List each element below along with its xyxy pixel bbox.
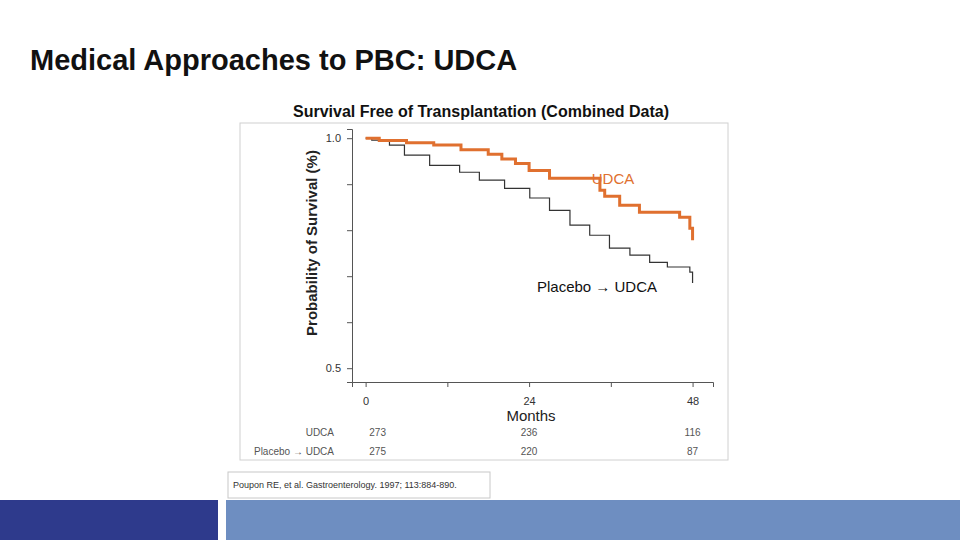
y-tick [347,230,352,231]
slide-title: Medical Approaches to PBC: UDCA [30,44,517,76]
x-tick-mark [366,382,367,387]
footer-dark [0,500,218,540]
y-axis: 0.5 1.0 [326,130,353,383]
slide: Medical Approaches to PBC: UDCA Survival … [0,0,960,540]
at-risk-row-label: UDCA [306,427,335,438]
at-risk-count: 275 [369,446,386,457]
y-axis-line [347,130,353,383]
y-tick [347,322,352,323]
chart-frame [240,123,728,460]
survival-curve [366,138,693,240]
y-tick-label: 1.0 [326,132,341,144]
x-tick-mark [529,382,530,387]
x-tick-label: 48 [687,395,699,407]
y-tick [347,184,352,185]
x-axis: 0 24 48 [353,382,714,407]
x-tick: 0 [363,382,369,407]
y-tick [347,276,352,277]
x-tick: 24 [523,382,535,407]
at-risk-count: 236 [521,427,538,438]
plot-area [366,138,693,283]
x-axis-title: Months [506,407,555,424]
survival-curve [366,138,693,283]
source-box [228,472,490,498]
x-tick-mark [447,382,448,387]
x-tick-label: 0 [363,395,369,407]
y-tick-mark [347,184,352,185]
at-risk-count: 116 [685,427,701,438]
at-risk-row-label: Placebo → UDCA [254,446,334,457]
y-tick-mark [347,230,352,231]
y-tick-mark [347,368,352,369]
x-tick [611,382,612,387]
x-axis-line [353,383,714,388]
at-risk-count: 220 [521,446,538,457]
y-tick-mark [347,322,352,323]
x-tick-label: 24 [523,395,535,407]
series-label: Placebo → UDCA [537,278,657,295]
source: Poupon RE, et al. Gastroenterology. 1997… [233,480,457,490]
y-tick-mark [347,138,352,139]
series-label: UDCA [592,170,635,187]
y-tick-mark [347,276,352,277]
y-tick: 0.5 [326,362,352,374]
footer-light [226,500,960,540]
at-risk-count: 273 [369,427,386,438]
at-risk-count: 87 [687,446,699,457]
y-tick: 1.0 [326,132,352,144]
y-tick-label: 0.5 [326,362,341,374]
chart-title: Survival Free of Transplantation (Combin… [293,103,669,120]
x-tick: 48 [687,382,699,407]
x-tick-mark [693,382,694,387]
x-tick-mark [611,382,612,387]
x-tick [447,382,448,387]
y-axis-title: Probability of Survival (%) [303,150,320,336]
